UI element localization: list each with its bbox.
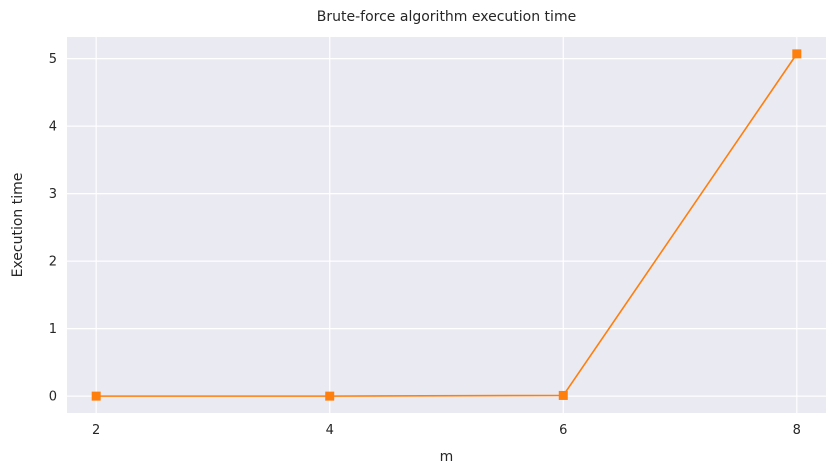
y-tick-label: 2 [49,255,57,270]
series-line [96,53,798,397]
y-tick-label: 3 [49,187,57,202]
data-point-marker [91,391,101,401]
y-tick-label: 1 [49,322,57,337]
y-tick-label: 0 [49,390,57,405]
chart-title: Brute-force algorithm execution time [317,9,576,25]
y-axis-label: Execution time [10,173,26,278]
x-tick-label: 6 [559,423,567,438]
tick-labels: 2 4 6 8 0 1 2 3 4 5 [49,52,801,438]
y-tick-label: 5 [49,52,57,67]
x-tick-label: 4 [326,423,334,438]
series-layer [91,49,802,401]
data-point-marker [325,391,335,401]
data-point-marker [792,49,802,59]
plot-area [67,37,826,413]
y-tick-label: 4 [49,120,57,135]
x-tick-label: 2 [92,423,100,438]
x-axis-label: m [440,449,454,465]
x-tick-label: 8 [793,423,801,438]
data-point-marker [558,390,568,400]
